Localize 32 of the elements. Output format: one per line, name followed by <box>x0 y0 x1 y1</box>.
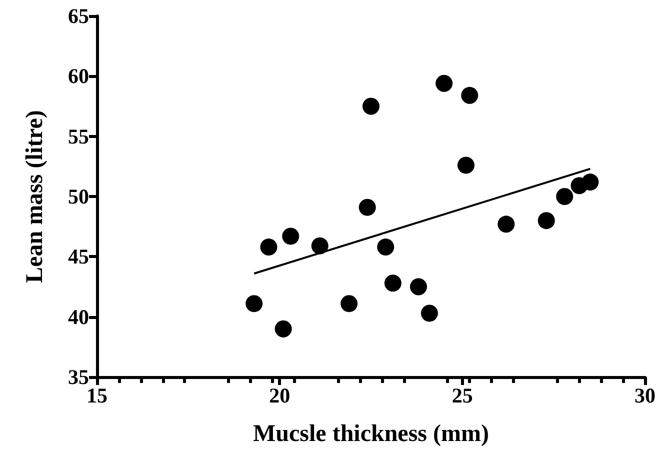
x-tick-label: 15 <box>86 384 108 408</box>
point <box>410 278 427 296</box>
x-tick-label: 25 <box>452 384 473 408</box>
point <box>246 295 263 312</box>
point <box>311 237 328 254</box>
y-tick-label: 40 <box>68 304 89 329</box>
y-tick-label: 60 <box>68 64 89 88</box>
point <box>458 156 474 174</box>
y-tick-label: 55 <box>68 124 89 148</box>
point <box>358 198 376 216</box>
x-tick-label: 30 <box>634 384 656 408</box>
y-tick-label: 35 <box>68 365 89 389</box>
point <box>498 216 515 233</box>
y-tick-label: 65 <box>68 4 89 28</box>
point <box>556 188 574 205</box>
point <box>362 98 380 115</box>
point <box>420 304 438 322</box>
point <box>538 212 555 230</box>
point <box>340 295 358 312</box>
point <box>274 320 292 338</box>
y-tick-label: 50 <box>68 184 89 208</box>
point <box>582 174 599 191</box>
x-tick-label: 20 <box>269 384 290 408</box>
point <box>282 228 300 245</box>
y-axis-title: Lean mass (litre) <box>22 110 48 283</box>
point <box>260 238 278 256</box>
y-tick-label: 45 <box>68 244 89 269</box>
point <box>461 86 478 104</box>
point <box>384 274 402 292</box>
point <box>436 74 453 92</box>
x-axis-title: Mucsle thickness (mm) <box>253 421 489 447</box>
point <box>377 238 394 256</box>
